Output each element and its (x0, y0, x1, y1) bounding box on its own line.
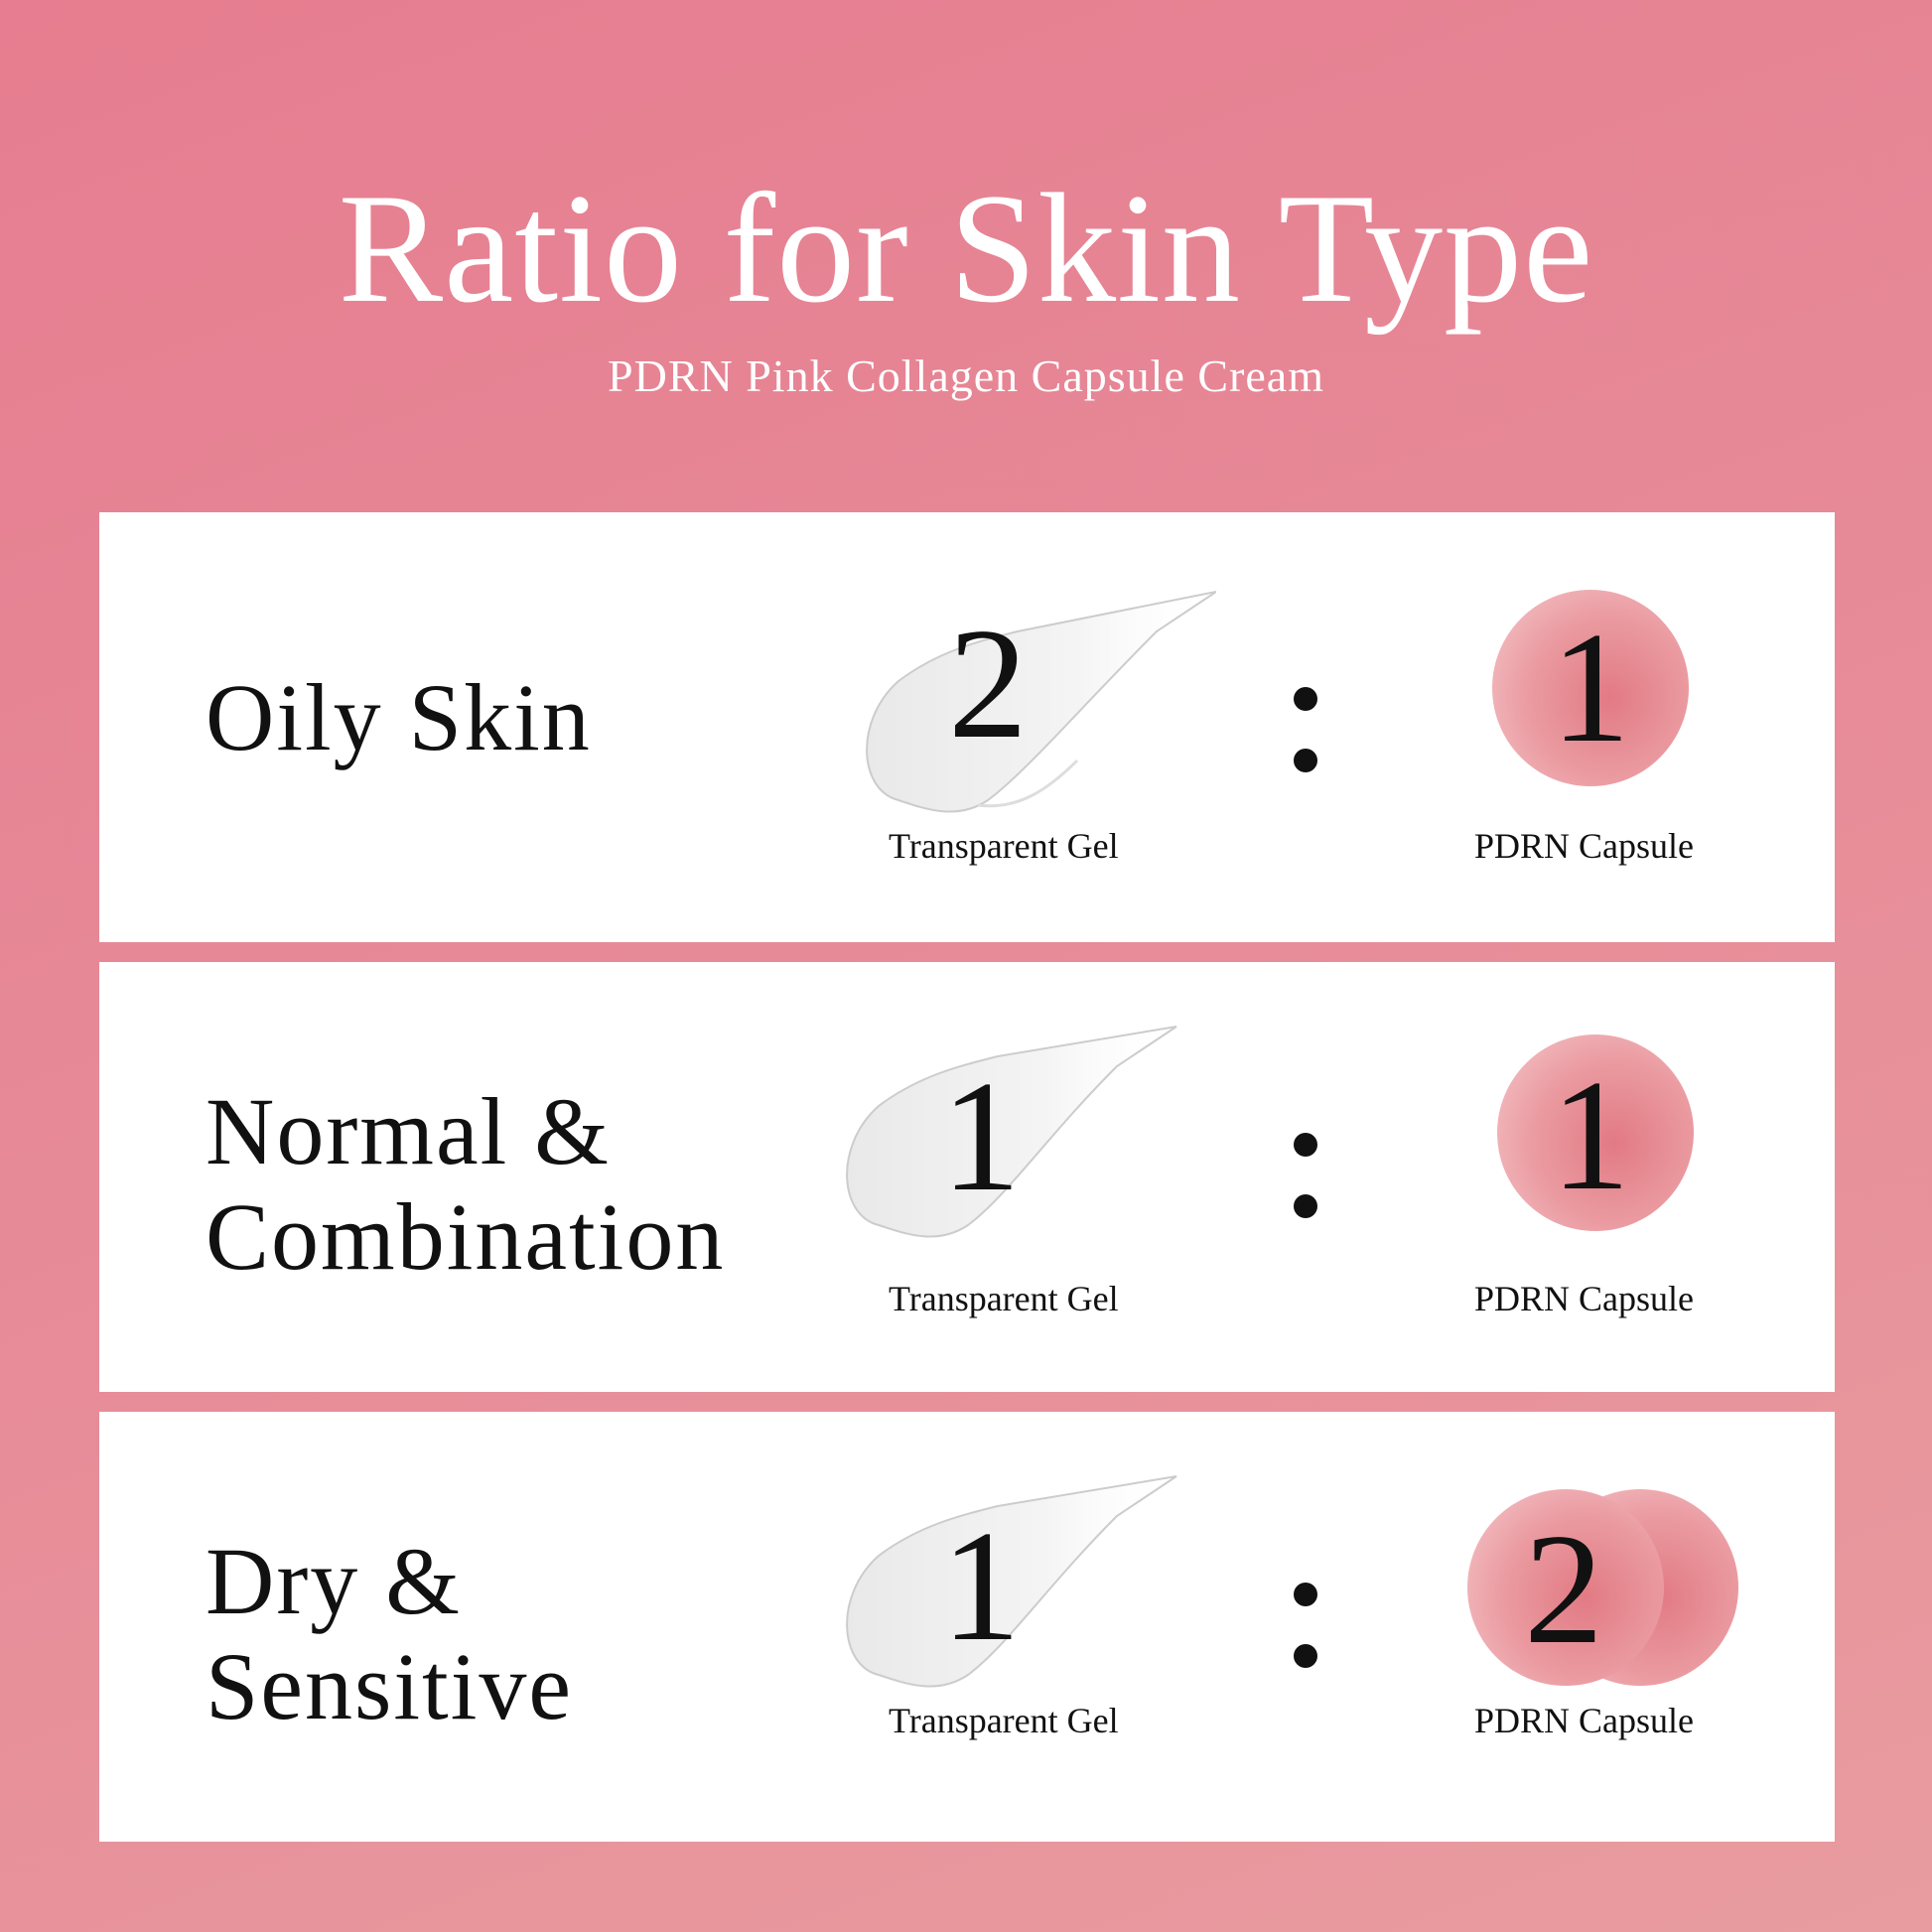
skin-type-label: Oily Skin (206, 664, 592, 770)
capsule-ratio-number: 1 (1551, 1046, 1630, 1223)
ratio-colon (1294, 1133, 1319, 1256)
page-title: Ratio for Skin Type (338, 162, 1594, 336)
ratio-colon (1294, 1583, 1319, 1706)
gel-ratio-number: 2 (948, 595, 1028, 771)
gel-ratio-number: 1 (941, 1047, 1021, 1224)
gel-swatch-icon (846, 1026, 1177, 1238)
gel-swatch-icon (846, 1475, 1177, 1688)
capsule-caption: PDRN Capsule (1474, 1701, 1695, 1740)
capsule-caption: PDRN Capsule (1474, 1279, 1695, 1318)
gel-caption: Transparent Gel (889, 1279, 1119, 1318)
page-subtitle: PDRN Pink Collagen Capsule Cream (608, 350, 1324, 401)
capsule-ratio-number: 2 (1524, 1500, 1603, 1677)
capsule-icon (1497, 1035, 1694, 1231)
ratio-card-dry-sensitive: Dry & Sensitive 1 Transparent Gel 2 PDRN… (99, 1412, 1835, 1842)
gel-ratio-number: 1 (941, 1497, 1021, 1674)
gel-caption: Transparent Gel (889, 826, 1119, 866)
ratio-card-normal-combination: Normal & Combination 1 Transparent Gel 1… (99, 962, 1835, 1392)
gel-swatch-icon (866, 591, 1216, 813)
ratio-colon (1294, 687, 1319, 810)
ratio-card-oily: Oily Skin 2 Transparent Gel 1 PDRN Capsu… (99, 512, 1835, 942)
skin-type-label: Normal & Combination (206, 1078, 726, 1290)
capsule-icon (1492, 590, 1689, 786)
skin-type-label: Dry & Sensitive (206, 1528, 573, 1739)
capsule-icon-front (1467, 1489, 1664, 1686)
capsule-ratio-number: 1 (1551, 599, 1630, 775)
capsule-caption: PDRN Capsule (1474, 826, 1695, 866)
gel-caption: Transparent Gel (889, 1701, 1119, 1740)
